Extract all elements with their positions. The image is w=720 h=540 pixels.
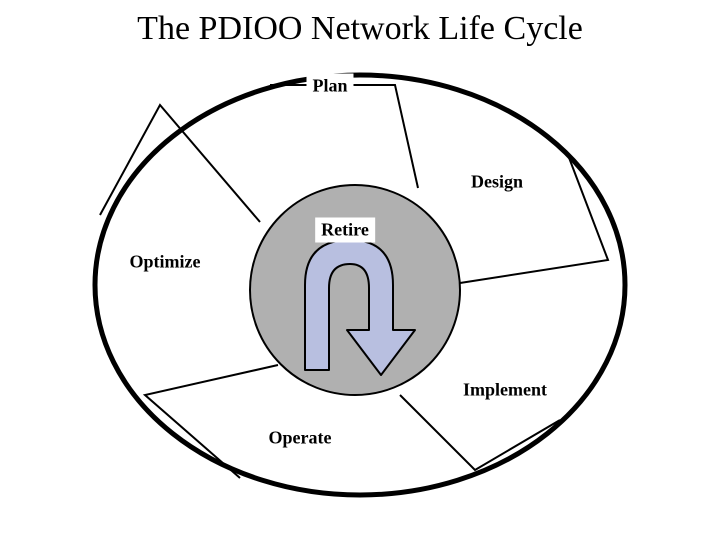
phase-label-implement: Implement — [457, 378, 553, 403]
phase-label-design: Design — [465, 170, 529, 195]
page-title: The PDIOO Network Life Cycle — [137, 10, 583, 48]
cycle-diagram — [0, 60, 720, 540]
phase-label-retire: Retire — [315, 218, 375, 243]
diagram-container: Plan Design Implement Operate Optimize Retire — [0, 60, 720, 540]
phase-label-operate: Operate — [263, 426, 338, 451]
phase-label-optimize: Optimize — [124, 250, 207, 275]
phase-label-plan: Plan — [306, 74, 353, 99]
